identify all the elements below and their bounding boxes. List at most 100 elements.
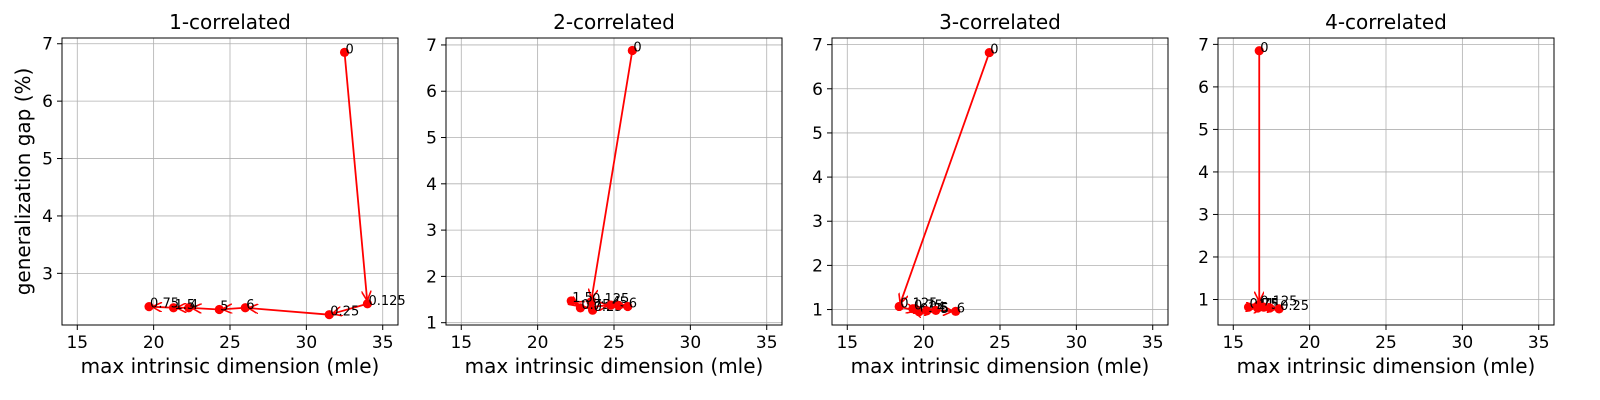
x-tick-label: 25 (989, 333, 1011, 353)
y-tick-label: 6 (1198, 78, 1209, 98)
data-point (339, 47, 350, 57)
x-tick-label: 20 (1299, 333, 1321, 353)
data-point (575, 303, 586, 313)
y-tick-label: 6 (426, 82, 437, 102)
data-point (1243, 302, 1254, 312)
y-tick-label: 2 (1198, 248, 1209, 268)
y-tick-label: 2 (812, 256, 823, 276)
point-label: 0.25 (330, 305, 359, 320)
y-tick-label: 7 (812, 36, 823, 56)
data-point (184, 303, 194, 313)
point-label: 0.75 (581, 298, 610, 313)
data-point (931, 305, 941, 316)
data-point (922, 306, 932, 316)
y-tick-label: 4 (812, 168, 823, 188)
data-point (1254, 46, 1264, 56)
data-point (1274, 304, 1284, 314)
y-tick-label: 3 (1198, 205, 1209, 225)
data-point (908, 304, 918, 314)
trace-arrow (592, 50, 634, 297)
trace-arrow (249, 308, 330, 316)
data-point (362, 299, 373, 309)
chart-title: 1-correlated (169, 10, 291, 34)
point-label: 0.125 (368, 294, 405, 309)
y-tick-label: 5 (42, 150, 53, 170)
x-tick-label: 35 (372, 333, 394, 353)
y-tick-label: 3 (426, 221, 437, 241)
data-point (1265, 303, 1275, 313)
y-tick-label: 5 (812, 124, 823, 144)
chart-panel-4: 15 20 25 30 35 1 2 3 4 5 6 7 4-correlated max intrins… (1198, 10, 1555, 378)
x-axis-label: max intrinsic dimension (mle) (851, 354, 1150, 378)
chart-title: 4-correlated (1325, 10, 1447, 34)
x-tick-label: 15 (450, 333, 472, 353)
data-point (168, 303, 179, 313)
data-point (324, 310, 334, 320)
point-label: 0 (633, 40, 641, 55)
y-tick-label: 1 (812, 301, 823, 321)
x-tick-label: 30 (1452, 333, 1474, 353)
point-label: 6 (957, 301, 965, 316)
y-tick-label: 3 (42, 264, 53, 284)
data-point (627, 45, 637, 56)
data-point (951, 306, 961, 316)
point-label: 5 (620, 296, 628, 311)
x-tick-label: 25 (219, 333, 241, 353)
point-label: 4 (937, 300, 945, 315)
data-point (586, 297, 596, 307)
point-label: 0 (346, 42, 354, 57)
x-tick-label: 30 (1066, 333, 1088, 353)
y-tick-label: 6 (42, 92, 53, 112)
data-point (566, 296, 576, 306)
x-tick-label: 35 (756, 333, 778, 353)
chart-panel-3: 15 20 25 30 35 1 2 3 4 5 6 7 3-correlated max intrins… (812, 10, 1169, 378)
data-point (613, 300, 624, 311)
point-label: 6 (629, 296, 637, 311)
data-point (894, 301, 904, 312)
plot-frame (445, 37, 783, 326)
y-tick-label: 5 (426, 129, 437, 149)
data-point (984, 47, 994, 58)
x-tick-label: 20 (527, 333, 549, 353)
y-tick-label: 4 (426, 175, 437, 195)
chart-title: 2-correlated (553, 10, 675, 34)
plot-frame (831, 37, 1169, 326)
plot-frame (61, 37, 399, 326)
trace-arrow (343, 52, 368, 299)
y-tick-label: 2 (426, 267, 437, 287)
x-tick-label: 15 (836, 333, 858, 353)
y-tick-label: 7 (426, 36, 437, 56)
data-point (588, 305, 598, 315)
x-tick-label: 30 (296, 333, 318, 353)
x-tick-label: 20 (913, 333, 935, 353)
point-label: 6 (246, 298, 254, 313)
chart-title: 3-correlated (939, 10, 1061, 34)
point-label: 5 (1271, 298, 1279, 313)
data-point (240, 303, 250, 313)
y-tick-label: 6 (812, 80, 823, 100)
x-tick-label: 35 (1528, 333, 1550, 353)
data-point (606, 300, 616, 310)
x-tick-label: 15 (1222, 333, 1244, 353)
point-label: 1.5 (572, 291, 593, 306)
x-tick-label: 15 (66, 333, 88, 353)
y-tick-label: 1 (426, 314, 437, 334)
data-point (144, 302, 154, 312)
point-label: 0.25 (1280, 299, 1309, 314)
plot-frame (1217, 37, 1555, 326)
y-tick-label: 4 (1198, 163, 1209, 183)
data-point (623, 301, 633, 312)
point-label: 1.5 (174, 298, 195, 313)
x-tick-label: 20 (143, 333, 165, 353)
y-tick-label: 7 (42, 35, 53, 55)
point-label: 0 (990, 43, 998, 58)
x-tick-label: 25 (1375, 333, 1397, 353)
x-tick-label: 35 (1142, 333, 1164, 353)
y-tick-label: 4 (42, 207, 53, 227)
point-label: 5 (220, 300, 228, 315)
data-point (214, 304, 224, 315)
x-tick-label: 25 (603, 333, 625, 353)
point-label: 4 (190, 298, 198, 313)
